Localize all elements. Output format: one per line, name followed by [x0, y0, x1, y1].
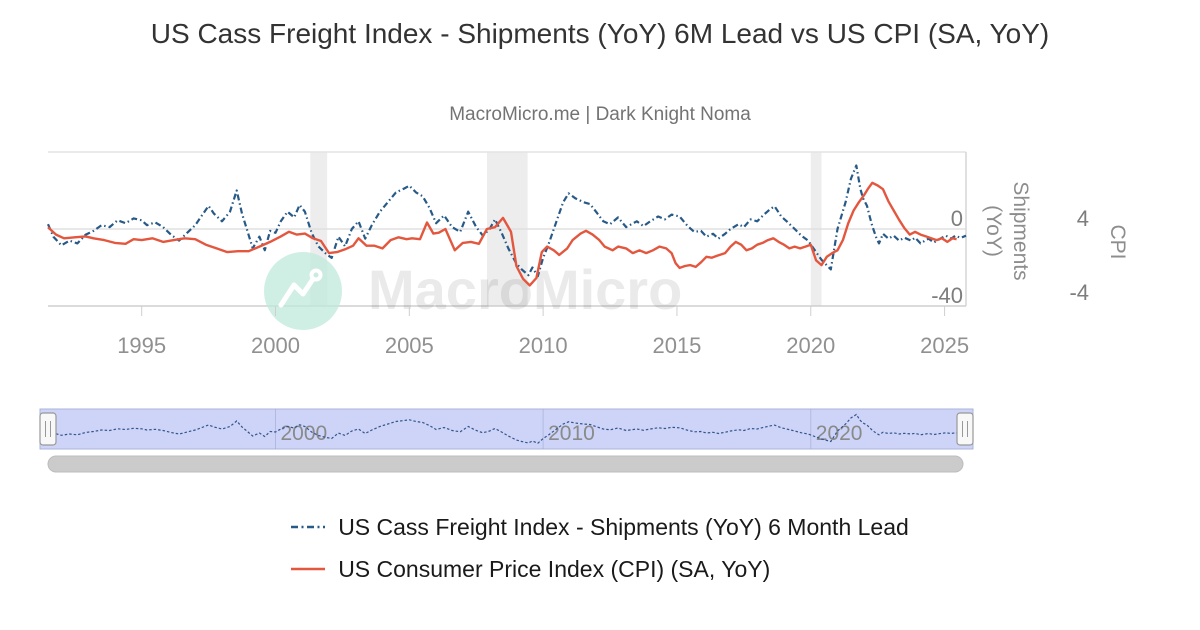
- series-cpi-line: [47, 181, 957, 287]
- y2-axis-label: 4: [1077, 206, 1089, 231]
- navigator-handle-left[interactable]: [39, 412, 57, 446]
- navigator-axis-label: 2010: [548, 422, 595, 445]
- x-axis-label: 1995: [117, 333, 166, 358]
- x-axis-label: 2015: [652, 333, 701, 358]
- x-axis-label: 2010: [519, 333, 568, 358]
- watermark-peak-dot-icon: [309, 268, 323, 282]
- navigator-handle-right[interactable]: [956, 412, 974, 446]
- y2-axis-label: -4: [1069, 280, 1089, 305]
- x-axis-label: 2025: [920, 333, 969, 358]
- legend: US Cass Freight Index - Shipments (YoY) …: [0, 506, 1200, 590]
- legend-item-cass[interactable]: US Cass Freight Index - Shipments (YoY) …: [291, 506, 909, 548]
- navigator-axis-label: 2000: [280, 422, 327, 445]
- x-axis-label: 2020: [786, 333, 835, 358]
- y-axis-title-cpi: CPI: [1106, 224, 1129, 260]
- legend-label-cass: US Cass Freight Index - Shipments (YoY) …: [338, 513, 909, 540]
- chart-subtitle: MacroMicro.me | Dark Knight Noma: [449, 104, 751, 125]
- chart-plot-area[interactable]: MacroMicro 1995 2000 2005 2010 2015 2020 2025 0 -…: [0, 0, 1200, 500]
- x-axis-label: 2005: [385, 333, 434, 358]
- cpi-series-marker-icon: [291, 567, 326, 571]
- y1-axis-label: -40: [931, 283, 963, 308]
- y-axis-title-shipments: Shipments (YoY): [982, 181, 1032, 281]
- y1-axis-label: 0: [951, 206, 963, 231]
- watermark-mountain-icon: [278, 276, 316, 308]
- scrollbar-thumb[interactable]: [47, 455, 964, 473]
- legend-item-cpi[interactable]: US Consumer Price Index (CPI) (SA, YoY): [291, 548, 770, 590]
- navigator-axis-label: 2020: [816, 422, 863, 445]
- chart-title: US Cass Freight Index - Shipments (YoY) …: [150, 18, 1050, 49]
- navigator-series-line: [47, 413, 967, 445]
- cass-series-marker-icon: [291, 525, 326, 529]
- navigator-band[interactable]: [39, 408, 974, 450]
- series-cass-line: [46, 164, 967, 278]
- legend-label-cpi: US Consumer Price Index (CPI) (SA, YoY): [338, 555, 771, 582]
- x-axis-label: 2000: [251, 333, 300, 358]
- watermark-text: MacroMicro: [368, 258, 682, 321]
